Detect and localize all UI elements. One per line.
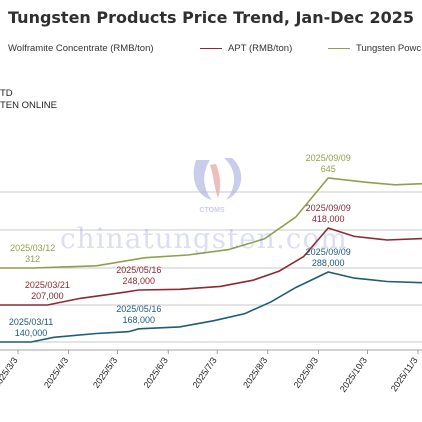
annotation-date: 2025/03/12 (10, 243, 55, 253)
x-tick-label: 2025/10/3 (338, 355, 369, 394)
x-tick-label: 2025/6/3 (142, 355, 170, 389)
legend-label-apt: APT (RMB/ton) (228, 43, 293, 54)
x-tick-label: 2025/4/3 (42, 355, 70, 389)
annotation-value: 140,000 (15, 328, 48, 338)
annotation-date: 2025/05/16 (116, 265, 161, 275)
x-tick-label: 2025/5/3 (91, 355, 119, 389)
annotation-date: 2025/03/21 (25, 280, 70, 290)
annotation-date: 2025/09/09 (306, 247, 351, 257)
legend-label-tungsten-powder: Tungsten Powc (356, 43, 422, 54)
annotation-date: 2025/09/09 (306, 153, 351, 163)
series-line-apt (0, 227, 422, 306)
ctoms-logo: CTOMS (193, 158, 242, 214)
source-line-1: TD (0, 88, 13, 99)
x-tick-label: 2025/7/3 (191, 355, 219, 389)
annotation-value: 645 (321, 164, 336, 174)
x-tick-label: 2025/3/3 (0, 355, 20, 389)
legend-item-apt: APT (RMB/ton) (200, 43, 292, 54)
legend-label-wolframite: Wolframite Concentrate (RMB/ton) (8, 43, 154, 54)
chart-title: Tungsten Products Price Trend, Jan-Dec 2… (8, 8, 414, 27)
annotation-value: 288,000 (312, 258, 345, 268)
annotation-value: 418,000 (312, 214, 345, 224)
x-tick-label: 2025/9/3 (292, 355, 320, 389)
x-tick-label: 2025/8/3 (241, 355, 269, 389)
legend-swatch-apt (200, 48, 222, 49)
watermark-text: chinatungsten.com (60, 222, 348, 255)
annotation-value: 207,000 (31, 291, 64, 301)
x-tick-label: 2025/11/3 (389, 355, 420, 393)
annotation-date: 2025/03/11 (9, 317, 53, 327)
logo-text: CTOMS (199, 207, 224, 214)
series-line-tungsten-powder (0, 177, 422, 269)
legend-item-wolframite: Wolframite Concentrate (RMB/ton) (0, 43, 154, 54)
annotation-date: 2025/05/16 (116, 304, 161, 314)
legend-swatch-tungsten-powder (328, 48, 350, 49)
annotation-value: 312 (25, 254, 40, 264)
annotation-value: 168,000 (123, 315, 156, 325)
annotation-value: 248,000 (123, 276, 156, 286)
source-line-2: TEN ONLINE (0, 100, 58, 111)
legend-item-tungsten-powder: Tungsten Powc (328, 43, 421, 54)
annotation-date: 2025/09/09 (306, 203, 351, 213)
